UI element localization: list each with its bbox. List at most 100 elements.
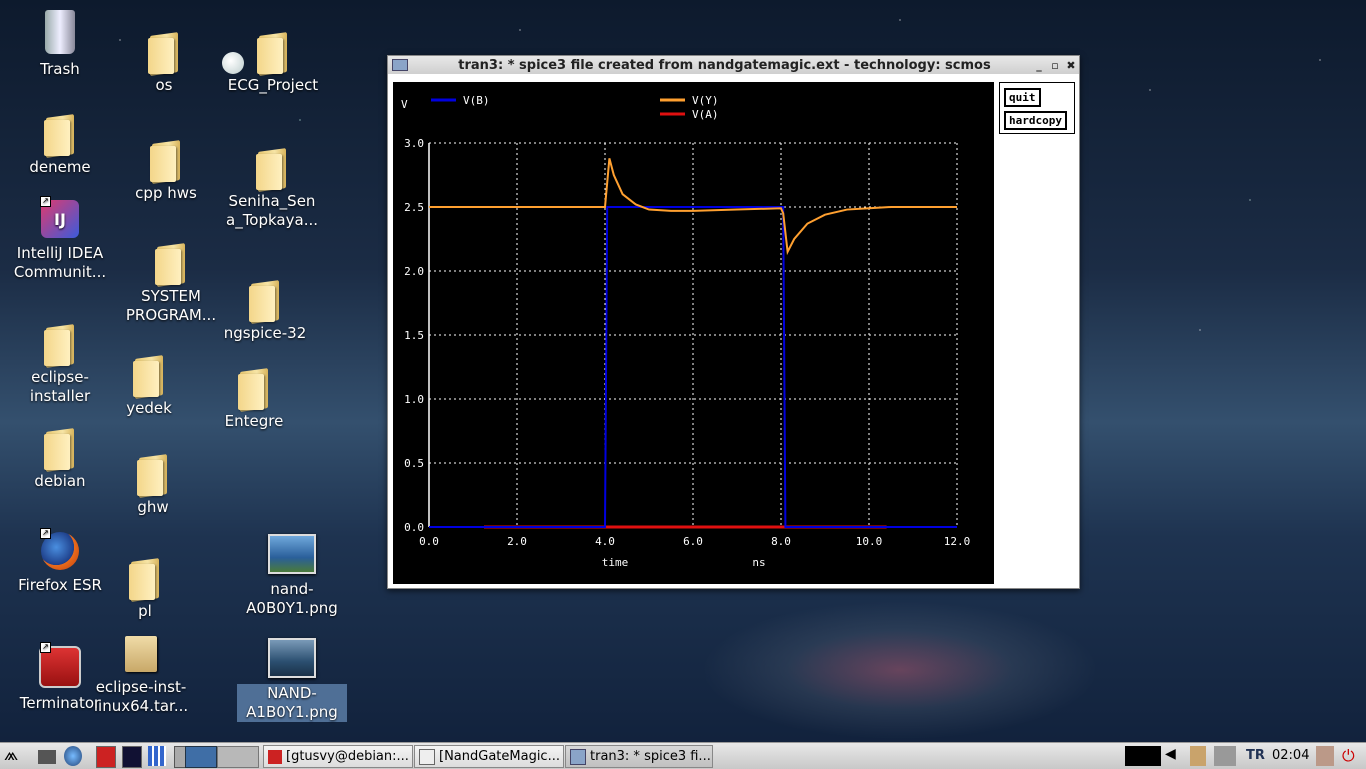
- y-tick-label: 2.0: [404, 265, 424, 278]
- icon-label: ngspice-32: [223, 324, 307, 342]
- desktop-icon-os[interactable]: os: [109, 30, 219, 95]
- power-icon[interactable]: ⏻: [1342, 746, 1355, 765]
- icon-label: Firefox ESR: [18, 576, 102, 594]
- window-icon: [570, 748, 586, 765]
- series-line-vy: [429, 158, 957, 256]
- folder-icon: [257, 30, 289, 74]
- task-tran3[interactable]: tran3: * spice3 fi...: [565, 745, 713, 768]
- desktop-icon-eclipse-installer[interactable]: eclipse- installer: [5, 322, 115, 406]
- terminator-launcher-icon[interactable]: [96, 746, 116, 768]
- desktop-icon-entegre[interactable]: Entegre: [199, 366, 309, 431]
- quit-button[interactable]: quit: [1004, 88, 1041, 107]
- x-tick-label: 4.0: [595, 535, 615, 548]
- desktop-icon-nand-a0b0y1[interactable]: nand- A0B0Y1.png: [237, 534, 347, 618]
- network-icon[interactable]: [1214, 746, 1236, 766]
- image-file-icon: [268, 638, 316, 678]
- desktop-icon-firefox[interactable]: ↗ Firefox ESR: [5, 528, 115, 595]
- desktop-icon[interactable]: [38, 750, 56, 764]
- user-icon[interactable]: [1316, 746, 1334, 766]
- task-label: [gtusvy@debian:...: [286, 749, 409, 764]
- plot-window[interactable]: tran3: * spice3 file created from nandga…: [387, 55, 1080, 589]
- icon-label-line2: linux64.tar...: [93, 697, 189, 715]
- icon-label-line2: PROGRAM...: [125, 306, 217, 324]
- clipboard-icon[interactable]: [1190, 746, 1206, 766]
- task-editor[interactable]: [NandGateMagic...: [414, 745, 564, 768]
- y-tick-label: 2.5: [404, 201, 424, 214]
- desktop-icon-system-programming[interactable]: SYSTEM PROGRAM...: [116, 241, 226, 325]
- icon-label: Seniha_Sen: [228, 192, 316, 210]
- keyboard-layout[interactable]: TR: [1246, 748, 1265, 763]
- desktop-icon-seniha[interactable]: Seniha_Sen a_Topkaya...: [217, 146, 327, 230]
- legend-label: V(B): [463, 94, 490, 107]
- task-terminal[interactable]: [gtusvy@debian:...: [263, 745, 413, 768]
- desktop-icon-ghw[interactable]: ghw: [98, 452, 208, 517]
- icon-label: debian: [34, 472, 86, 490]
- icon-label-line2: installer: [29, 387, 91, 405]
- moon: [222, 52, 244, 74]
- x-tick-label: 0.0: [419, 535, 439, 548]
- desktop-icon-terminator[interactable]: ↗ Terminator: [5, 642, 115, 713]
- icon-label: eclipse-: [31, 368, 89, 386]
- folder-icon: [150, 138, 182, 182]
- x-tick-label: 10.0: [856, 535, 883, 548]
- icon-label: pl: [138, 602, 152, 620]
- minimize-button[interactable]: _: [1036, 58, 1042, 72]
- folder-icon: [44, 426, 76, 470]
- folder-icon: [155, 241, 187, 285]
- close-button[interactable]: ✖: [1066, 58, 1076, 72]
- folder-icon: [137, 452, 169, 496]
- desktop-icon-yedek[interactable]: yedek: [94, 353, 204, 418]
- intellij-launcher-icon[interactable]: [122, 746, 142, 768]
- workspace-1[interactable]: [185, 746, 217, 768]
- folder-icon: [256, 146, 288, 190]
- series-line-vb: [429, 206, 957, 528]
- start-menu-icon[interactable]: ⩕: [4, 744, 19, 765]
- x-axis-unit: ns: [752, 556, 765, 569]
- desktop-icon-eclipse-tar[interactable]: eclipse-inst- linux64.tar...: [86, 636, 196, 716]
- y-axis-label: V: [401, 98, 408, 111]
- x-tick-label: 8.0: [771, 535, 791, 548]
- legend-label: V(A): [692, 108, 719, 121]
- desktop-icon-pl[interactable]: pl: [90, 556, 200, 621]
- icon-label: Trash: [40, 60, 80, 78]
- desktop-icon-nand-a1b0y1[interactable]: NAND- A1B0Y1.png: [237, 638, 347, 722]
- x-axis-label: time: [602, 556, 629, 569]
- trash-icon: [45, 10, 75, 54]
- folder-icon: [238, 366, 270, 410]
- icon-label: Entegre: [224, 412, 284, 430]
- icon-label: Terminator: [19, 694, 101, 712]
- browser-icon[interactable]: [64, 746, 82, 766]
- desktop-icon-ecg-project[interactable]: ECG_Project: [218, 30, 328, 95]
- workspace-2[interactable]: [217, 746, 259, 768]
- folder-icon: [129, 556, 161, 600]
- desktop-icon-deneme[interactable]: deneme: [5, 112, 115, 177]
- x-tick-label: 2.0: [507, 535, 527, 548]
- desktop-icon-debian[interactable]: debian: [5, 426, 115, 491]
- taskbar: ⩕ [gtusvy@debian:... [NandGateMagic... t…: [0, 742, 1366, 769]
- window-title: tran3: * spice3 file created from nandga…: [458, 57, 991, 73]
- icon-label: SYSTEM: [141, 287, 201, 305]
- folder-icon: [133, 353, 165, 397]
- y-tick-label: 0.5: [404, 457, 424, 470]
- icon-label-line2: A1B0Y1.png: [237, 703, 347, 722]
- y-tick-label: 1.5: [404, 329, 424, 342]
- plot-area[interactable]: 0.0 2.0 4.0 6.0 8.0 10.0 12.0 0.0 0.5 1.0 1.5 2.0 2.…: [393, 82, 994, 584]
- maximize-button[interactable]: ▫: [1051, 58, 1059, 72]
- hardcopy-button[interactable]: hardcopy: [1004, 111, 1067, 130]
- clock[interactable]: 02:04: [1272, 748, 1310, 763]
- shortcut-badge-icon: ↗: [40, 196, 51, 207]
- window-titlebar[interactable]: tran3: * spice3 file created from nandga…: [388, 56, 1079, 74]
- icon-label: IntelliJ IDEA: [16, 244, 104, 262]
- shortcut-badge-icon: ↗: [40, 642, 51, 653]
- desktop-icon-intellij[interactable]: IJ ↗ IntelliJ IDEA Communit...: [5, 196, 115, 282]
- desktop-icon-trash[interactable]: Trash: [5, 10, 115, 79]
- icon-label: nand-: [270, 580, 314, 598]
- task-label: tran3: * spice3 fi...: [590, 749, 711, 764]
- grid-icon[interactable]: [148, 746, 166, 766]
- y-tick-label: 3.0: [404, 137, 424, 150]
- desktop-icon-cpp-hws[interactable]: cpp hws: [111, 138, 221, 203]
- icon-label: cpp hws: [135, 184, 197, 202]
- desktop-icon-ngspice[interactable]: ngspice-32: [210, 278, 320, 343]
- window-icon: [392, 59, 408, 71]
- volume-icon[interactable]: ◀: [1165, 746, 1176, 762]
